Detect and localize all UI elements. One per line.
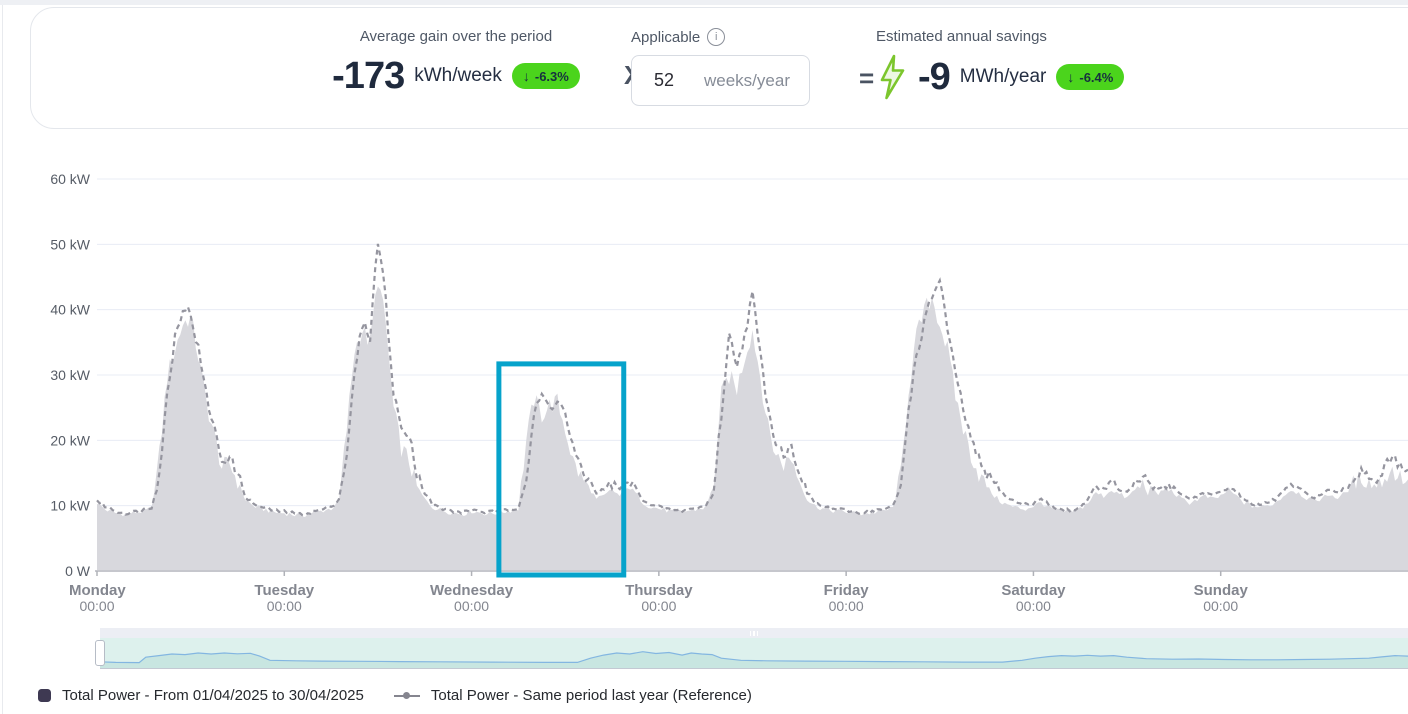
gain-metric: Average gain over the period -173 kWh/we…	[281, 28, 631, 95]
info-icon[interactable]: i	[707, 28, 726, 46]
equals-operator: =	[859, 63, 875, 93]
top-strip	[0, 0, 1408, 5]
weeks-input[interactable]	[632, 69, 704, 92]
left-edge-divider	[2, 5, 3, 714]
y-axis-label: 60 kW	[50, 171, 90, 187]
weeks-per-year-field: weeks/year	[631, 55, 810, 106]
legend-item-current[interactable]: Total Power - From 01/04/2025 to 30/04/2…	[38, 687, 364, 704]
x-axis-label-time: 00:00	[1203, 598, 1238, 614]
savings-metric: Estimated annual savings -9 MWh/year ↓ -…	[876, 28, 1296, 101]
savings-summary-card: Average gain over the period -173 kWh/we…	[30, 7, 1408, 129]
applicable-metric: Applicable i weeks/year	[631, 28, 831, 106]
savings-badge-value: -6.4%	[1079, 69, 1114, 85]
y-axis-label: 0 W	[65, 563, 91, 579]
gain-label: Average gain over the period	[359, 28, 553, 45]
legend-linedot-marker	[393, 692, 420, 699]
savings-unit: MWh/year	[959, 66, 1047, 87]
area-series-current	[97, 286, 1408, 571]
dashed-series-reference	[96, 243, 1408, 517]
legend-item-reference[interactable]: Total Power - Same period last year (Ref…	[393, 687, 752, 704]
x-axis-label-time: 00:00	[1016, 598, 1051, 614]
savings-value: -9	[918, 56, 951, 98]
navigator-chart[interactable]	[100, 638, 1408, 669]
legend-label-reference: Total Power - Same period last year (Ref…	[430, 687, 752, 704]
savings-label: Estimated annual savings	[876, 28, 1047, 45]
y-axis-label: 10 kW	[50, 498, 90, 514]
x-axis-label-time: 00:00	[641, 598, 676, 614]
x-axis-label-time: 00:00	[829, 598, 864, 614]
lightning-icon	[880, 54, 905, 100]
gain-badge: ↓ -6.3%	[511, 63, 580, 89]
x-axis-label-time: 00:00	[454, 598, 489, 614]
chart-navigator	[95, 628, 1408, 669]
x-axis-label-day: Tuesday	[254, 582, 314, 599]
gain-value: -173	[332, 55, 405, 97]
x-axis-label-day: Friday	[824, 582, 870, 599]
x-axis-label-time: 00:00	[79, 598, 114, 614]
x-axis-label-day: Saturday	[1001, 582, 1066, 599]
x-axis-label-day: Monday	[69, 582, 126, 599]
down-arrow-icon: ↓	[1067, 69, 1075, 85]
y-axis-label: 20 kW	[50, 432, 90, 448]
down-arrow-icon: ↓	[522, 68, 530, 84]
weeks-unit: weeks/year	[704, 70, 790, 90]
legend-square-marker	[38, 689, 51, 702]
navigator-scrollbar[interactable]	[100, 628, 1408, 638]
y-axis-label: 40 kW	[50, 302, 90, 318]
navigator-handle-left[interactable]	[95, 640, 105, 666]
gain-unit: kWh/week	[414, 65, 502, 86]
applicable-label: Applicable	[631, 28, 701, 46]
legend-label-current: Total Power - From 01/04/2025 to 30/04/2…	[62, 687, 364, 704]
x-axis-label-day: Sunday	[1194, 582, 1249, 599]
gain-badge-value: -6.3%	[534, 68, 569, 84]
y-axis-label: 30 kW	[50, 367, 90, 383]
x-axis-label-day: Thursday	[625, 582, 693, 599]
selection-rectangle[interactable]	[496, 361, 627, 578]
x-axis-label-day: Wednesday	[430, 582, 514, 599]
chart-legend: Total Power - From 01/04/2025 to 30/04/2…	[38, 687, 752, 704]
y-axis-label: 50 kW	[50, 236, 90, 252]
savings-badge: ↓ -6.4%	[1056, 64, 1125, 90]
x-axis-label-time: 00:00	[267, 598, 302, 614]
